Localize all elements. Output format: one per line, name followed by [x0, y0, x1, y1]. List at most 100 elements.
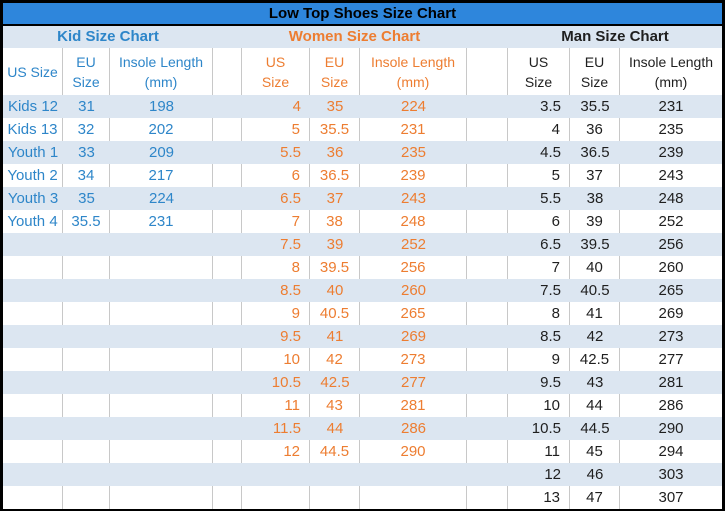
women-eu-size-cell: 40 [326, 282, 344, 299]
man-us-size-cell: 8.5 [540, 328, 561, 345]
women-insole-length-cell: 260 [400, 282, 427, 299]
spacer-cell [213, 417, 242, 440]
man-us-size-cell: 9 [508, 348, 570, 371]
women-eu-size-cell: 42 [310, 348, 360, 371]
women-eu-size-cell: 36.5 [310, 164, 360, 187]
kid-us-size-cell: Kids 13 [3, 118, 63, 141]
kid-eu-size-cell: 31 [78, 98, 95, 115]
women-us-size-cell: 9.5 [280, 328, 301, 345]
column-header-line: (mm) [396, 73, 430, 90]
table-row: 10 42 273 9 42.5 277 [3, 348, 722, 371]
man-insole-length-cell: 281 [658, 374, 684, 391]
women-insole-length-cell: 265 [360, 302, 467, 325]
table-row: 10.5 42.5 277 9.5 43 281 [3, 371, 722, 394]
column-header-line: Insole Length [118, 53, 204, 70]
column-header-line: EU [584, 53, 605, 70]
spacer-cell [467, 279, 508, 302]
man-us-size-cell: 7 [508, 256, 570, 279]
man-us-column-header: US Size [508, 48, 570, 95]
kid-us-size-cell [3, 486, 63, 509]
women-us-size-cell: 4 [292, 98, 301, 115]
kid-insole-length-cell [110, 417, 213, 440]
women-insole-length-cell [360, 486, 467, 509]
kid-insole-length-cell [110, 463, 213, 486]
spacer-cell [213, 279, 242, 302]
kid-eu-size-cell [63, 486, 110, 509]
women-eu-size-cell: 44 [326, 420, 344, 437]
women-us-size-cell: 10.5 [271, 374, 301, 391]
spacer-cell [467, 440, 508, 463]
table-row: Kids 13 32 202 5 35.5 231 4 36 235 [3, 118, 722, 141]
kid-us-size-cell [3, 325, 63, 348]
women-us-column-header: US Size [242, 48, 310, 95]
section-title-kid: Kid Size Chart [57, 28, 159, 45]
kid-insole-length-cell [110, 394, 213, 417]
man-us-size-cell: 4 [508, 118, 570, 141]
women-insole-length-cell: 290 [360, 440, 467, 463]
kid-us-size-cell [3, 394, 63, 417]
man-insole-length-cell: 277 [658, 351, 684, 368]
kid-us-size-cell: Youth 2 [3, 164, 63, 187]
spacer-cell [467, 141, 508, 164]
man-eu-size-cell: 41 [570, 302, 620, 325]
spacer-cell [213, 440, 242, 463]
kid-us-size-cell [3, 440, 63, 463]
women-insole-length-cell: 256 [360, 256, 467, 279]
man-us-size-cell: 8 [508, 302, 570, 325]
column-header-line: (mm) [144, 73, 178, 90]
kid-us-column-header: US Size [3, 48, 63, 95]
table-row: 11 43 281 10 44 286 [3, 394, 722, 417]
man-eu-size-cell: 35.5 [580, 98, 610, 115]
women-eu-size-cell: 41 [326, 328, 344, 345]
spacer-cell [467, 463, 508, 486]
spacer-cell [213, 394, 242, 417]
man-eu-size-cell: 42 [586, 328, 604, 345]
man-insole-length-cell: 273 [658, 328, 684, 345]
table-body: Kids 12 31 198 4 35 224 3.5 35.5 231 Kids 13 32 202… [3, 95, 722, 509]
women-eu-size-cell: 39 [326, 236, 344, 253]
spacer-cell [213, 302, 242, 325]
spacer-cell [213, 486, 242, 509]
spacer-cell [467, 486, 508, 509]
man-insole-length-cell: 286 [658, 397, 684, 414]
column-header-line: EU [324, 53, 345, 70]
women-insole-length-cell: 248 [360, 210, 467, 233]
women-insole-length-cell: 269 [400, 328, 427, 345]
kid-eu-size-cell: 32 [63, 118, 110, 141]
man-eu-size-cell: 40.5 [580, 282, 610, 299]
women-us-size-cell: 11 [242, 394, 310, 417]
women-eu-size-cell: 42.5 [320, 374, 350, 391]
column-header-line: Insole Length [370, 53, 456, 70]
women-eu-size-cell: 43 [310, 394, 360, 417]
man-eu-size-cell: 37 [570, 164, 620, 187]
column-header-line: (mm) [654, 73, 688, 90]
man-us-size-cell: 5 [508, 164, 570, 187]
spacer-cell [213, 325, 242, 348]
kid-eu-size-cell [63, 279, 110, 302]
spacer-cell [467, 394, 508, 417]
kid-us-size-cell [3, 417, 63, 440]
kid-insole-length-cell: 209 [148, 144, 175, 161]
kid-eu-size-cell [63, 417, 110, 440]
man-us-size-cell: 13 [508, 486, 570, 509]
kid-eu-size-cell [63, 463, 110, 486]
man-us-size-cell: 7.5 [540, 282, 561, 299]
column-header-line: Insole Length [628, 53, 714, 70]
women-eu-size-cell: 37 [326, 190, 344, 207]
women-eu-size-cell: 35 [326, 98, 344, 115]
spacer-cell [467, 302, 508, 325]
man-insole-length-cell: 290 [658, 420, 684, 437]
kid-us-size-cell [3, 348, 63, 371]
kid-eu-size-cell [63, 325, 110, 348]
man-eu-size-cell: 36 [570, 118, 620, 141]
table-row: Youth 4 35.5 231 7 38 248 6 39 252 [3, 210, 722, 233]
column-header-line: EU [76, 53, 96, 70]
kid-insole-length-cell [110, 302, 213, 325]
kid-us-size-cell [3, 371, 63, 394]
women-us-size-cell [242, 486, 310, 509]
women-us-size-cell: 8.5 [280, 282, 301, 299]
kid-insole-length-cell: 224 [148, 190, 175, 207]
women-insole-length-cell: 281 [360, 394, 467, 417]
spacer-cell [467, 233, 508, 256]
women-eu-size-cell: 39.5 [310, 256, 360, 279]
